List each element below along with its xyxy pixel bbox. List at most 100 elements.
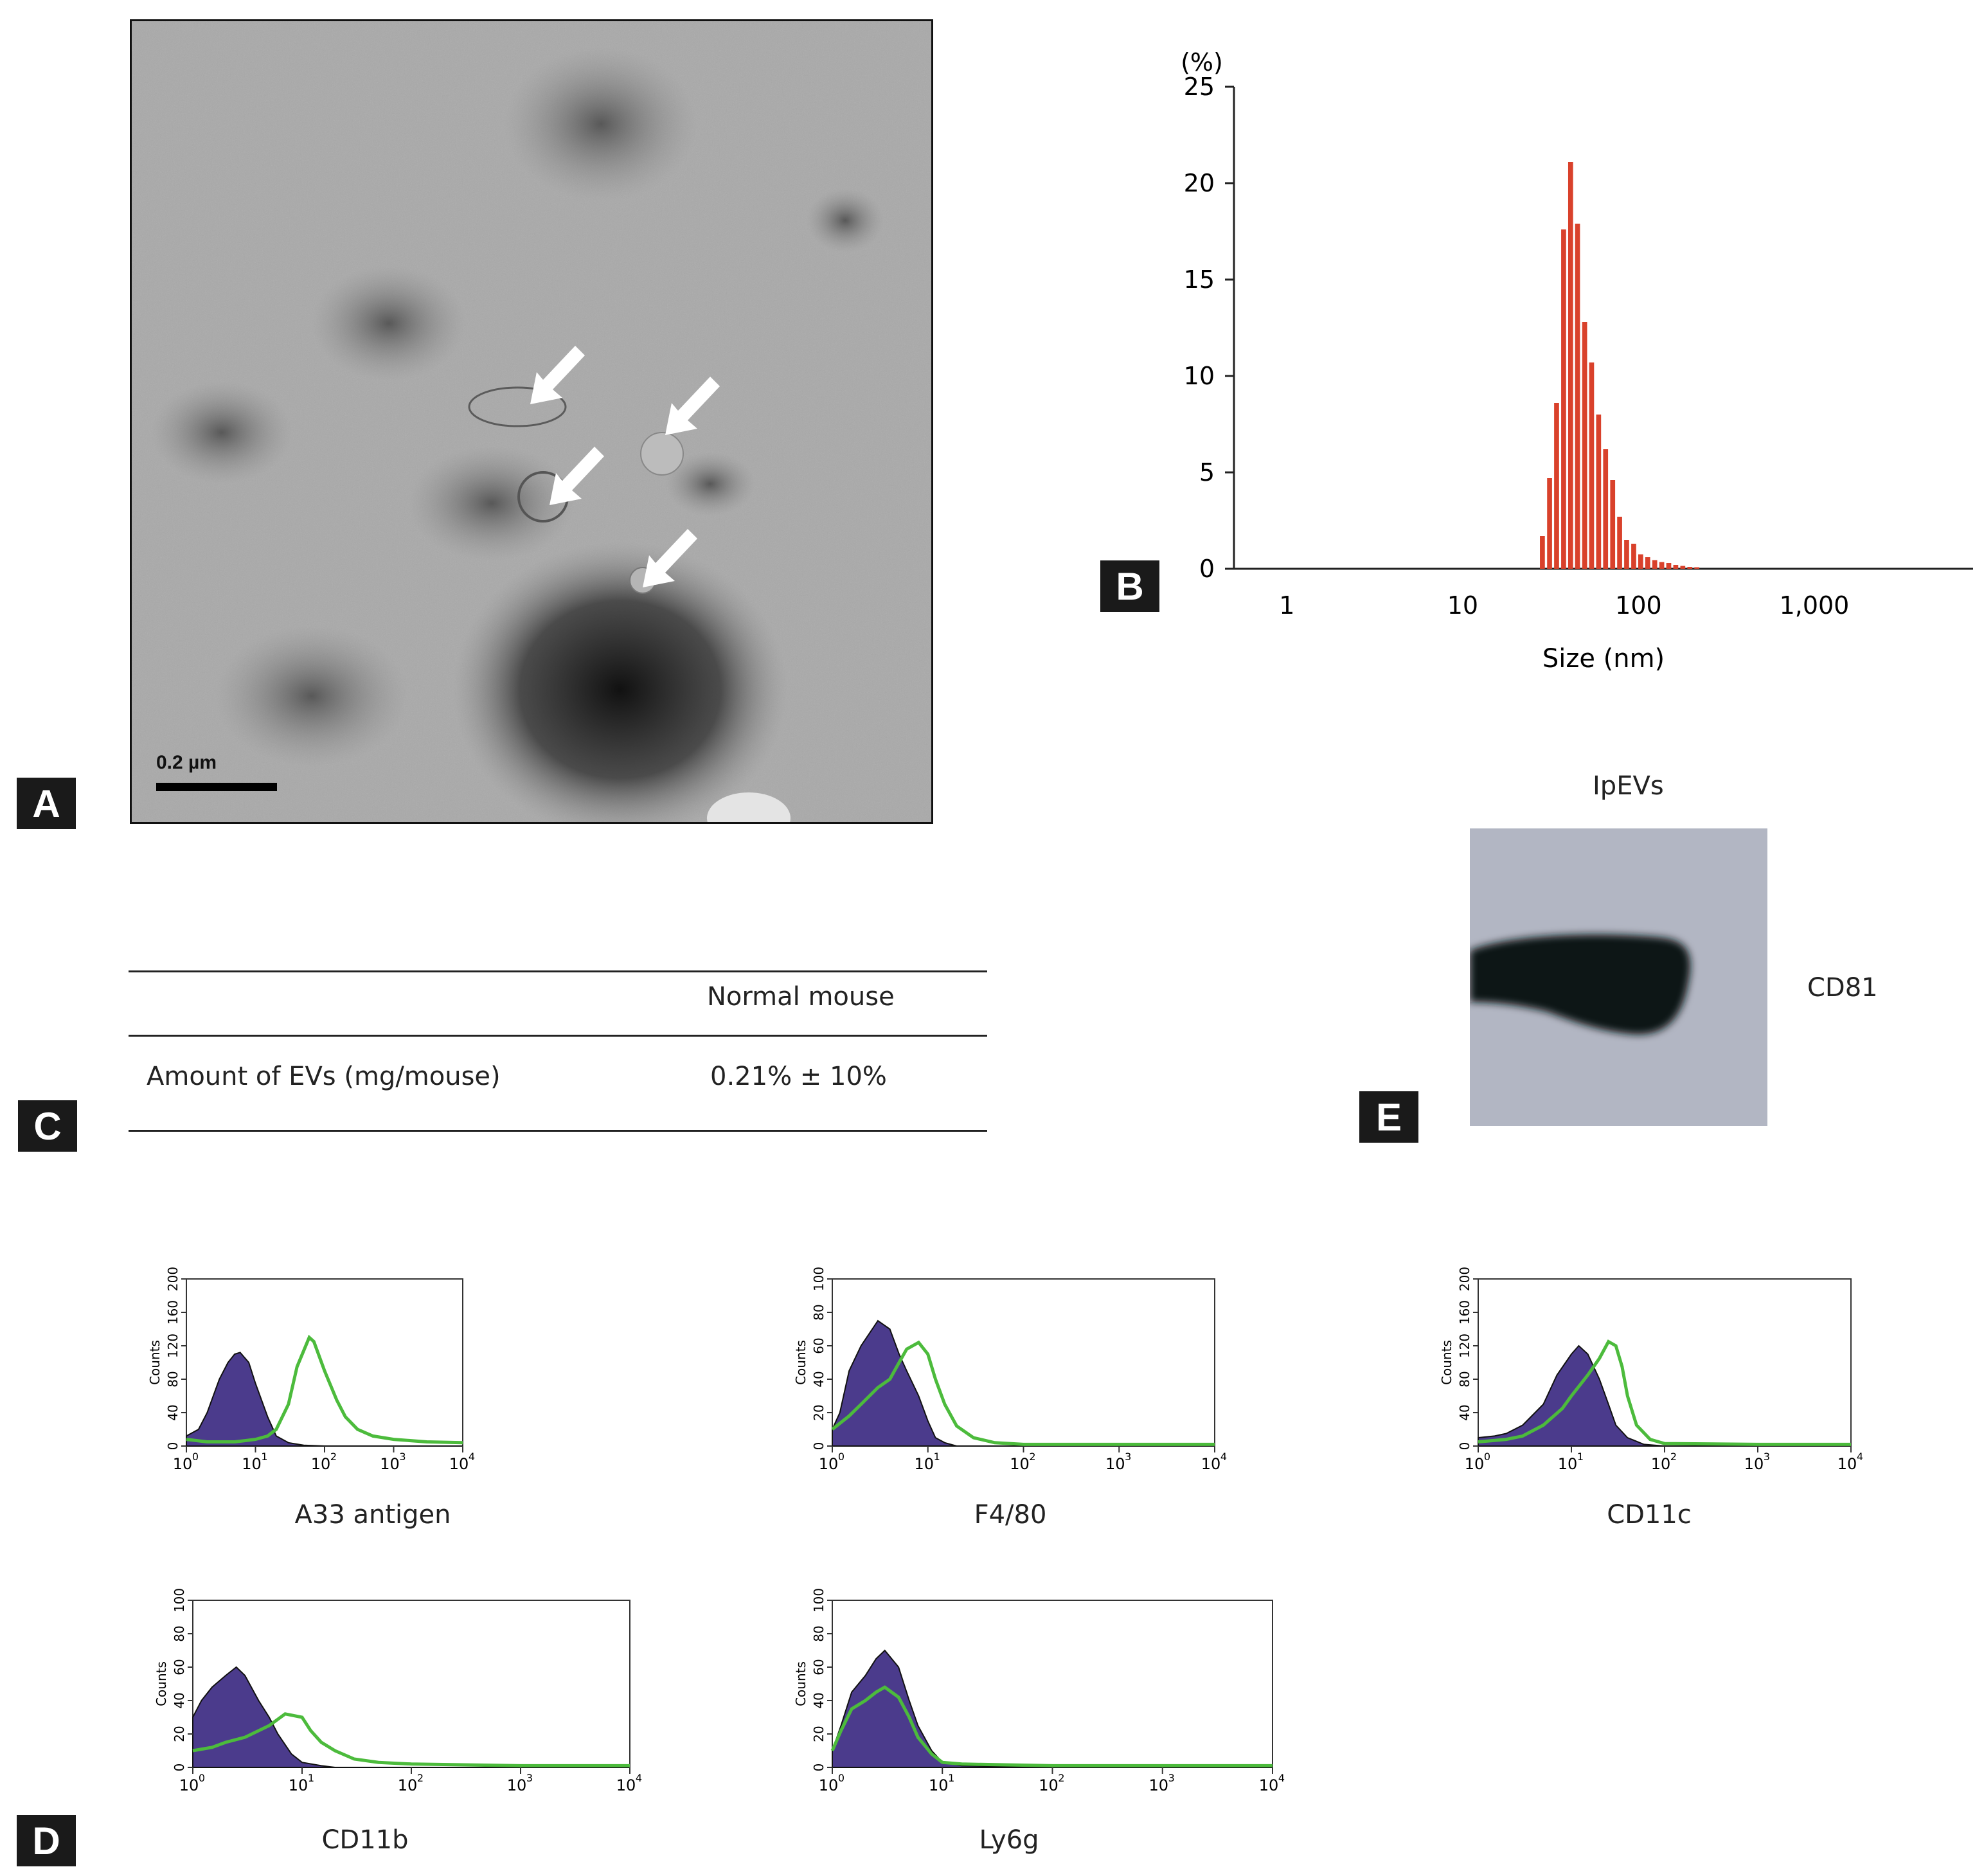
size-bar [1554, 403, 1559, 569]
x-tick-exponent: 3 [399, 1451, 406, 1463]
y-tick-label: 20 [811, 1726, 827, 1742]
panel-letter-a: A [17, 778, 76, 829]
counts-axis-label: Counts [1439, 1340, 1454, 1385]
y-tick-label: 40 [811, 1692, 827, 1708]
x-tick-label: 10 [311, 1455, 331, 1473]
y-tick-label: 60 [811, 1659, 827, 1675]
x-tick-label: 1 [1279, 591, 1294, 620]
table-row-label: Amount of EVs (mg/mouse) [147, 1062, 501, 1091]
size-bar [1645, 557, 1650, 569]
y-tick-label: 0 [1457, 1442, 1472, 1451]
y-tick-label: 60 [172, 1659, 187, 1675]
x-tick-exponent: 3 [1168, 1772, 1175, 1784]
x-tick-exponent: 0 [199, 1772, 205, 1784]
table-top-rule [129, 970, 987, 972]
x-tick-label: 10 [289, 1776, 308, 1794]
scale-bar-label: 0.2 µm [156, 752, 217, 773]
x-tick-exponent: 1 [948, 1772, 954, 1784]
isotype-histogram [832, 1319, 1215, 1447]
table-bottom-rule [129, 1130, 987, 1132]
size-bar [1547, 478, 1552, 569]
size-bar [1561, 229, 1566, 569]
counts-axis-label: Counts [793, 1661, 809, 1706]
x-tick-label: 10 [914, 1455, 934, 1473]
y-tick-label: 0 [1199, 555, 1215, 583]
y-tick-label: 200 [1457, 1267, 1472, 1291]
x-tick-label: 100 [1615, 591, 1662, 620]
size-bar [1610, 480, 1616, 569]
marker-histogram [186, 1334, 463, 1445]
x-tick-label: 10 [1447, 591, 1478, 620]
isotype-histogram [1478, 1344, 1851, 1447]
blot-title: IpEVs [1593, 771, 1664, 801]
size-bar [1575, 224, 1580, 569]
panel-letter-e: E [1359, 1091, 1418, 1143]
y-tick-label: 160 [165, 1300, 181, 1325]
size-bar [1631, 544, 1636, 569]
x-tick-label: 10 [1465, 1455, 1485, 1473]
size-distribution-chart: (%) Size (nm) 0 5 10 15 20 25 1 10 100 1,000 [1181, 48, 1973, 674]
table-column-header: Normal mouse [707, 982, 895, 1012]
counts-axis-label: Counts [793, 1340, 809, 1385]
y-tick-label: 20 [172, 1726, 187, 1742]
y-tick-label: 80 [165, 1371, 181, 1387]
y-tick-label: 120 [165, 1334, 181, 1358]
x-tick-exponent: 2 [1058, 1772, 1064, 1784]
y-tick-label: 80 [811, 1304, 827, 1320]
x-tick-exponent: 0 [1484, 1451, 1490, 1463]
flow-title-a33: A33 antigen [294, 1500, 451, 1530]
x-tick-label: 10 [819, 1455, 839, 1473]
x-tick-label: 10 [1201, 1455, 1221, 1473]
y-tick-label: 100 [811, 1588, 827, 1612]
size-bar [1666, 563, 1672, 569]
size-bar [1673, 565, 1679, 569]
size-bar [1659, 562, 1665, 569]
y-tick-label: 0 [811, 1442, 827, 1451]
blot-band-label: CD81 [1807, 973, 1878, 1003]
marker-histogram [830, 1685, 1273, 1767]
electron-micrograph [130, 19, 933, 824]
x-tick-label: 10 [1148, 1776, 1168, 1794]
size-bar [1603, 449, 1609, 569]
size-bar [1568, 162, 1573, 569]
scale-bar [156, 783, 277, 791]
x-tick-exponent: 0 [838, 1772, 845, 1784]
x-tick-exponent: 1 [308, 1772, 314, 1784]
x-tick-exponent: 0 [838, 1451, 845, 1463]
blot-band-drawing [1470, 934, 1691, 1035]
y-tick-label: 20 [1184, 169, 1215, 197]
cd81-band [1470, 934, 1691, 1035]
y-tick-label: 80 [1457, 1371, 1472, 1387]
x-tick-exponent: 2 [417, 1772, 424, 1784]
y-tick-label: 10 [1184, 362, 1215, 390]
x-tick-label: 10 [1259, 1776, 1279, 1794]
y-tick-label: 200 [165, 1267, 181, 1291]
size-bar [1617, 517, 1622, 569]
x-tick-label: 10 [1105, 1455, 1125, 1473]
y-tick-label: 160 [1457, 1300, 1472, 1325]
panel-letter-c: C [18, 1100, 77, 1152]
size-bar [1624, 540, 1629, 569]
micrograph-image [132, 21, 931, 822]
x-tick-label: 10 [449, 1455, 469, 1473]
y-tick-label: 60 [811, 1337, 827, 1353]
size-bar [1589, 362, 1595, 569]
size-bar [1540, 536, 1545, 569]
table-row-value: 0.21% ± 10% [710, 1062, 887, 1091]
isotype-histogram [192, 1666, 630, 1768]
y-tick-label: 20 [811, 1404, 827, 1420]
x-tick-label: 10 [1651, 1455, 1671, 1473]
x-tick-exponent: 2 [1029, 1451, 1035, 1463]
x-tick-label: 10 [616, 1776, 636, 1794]
x-axis-label: Size (nm) [1542, 644, 1665, 674]
counts-axis-label: Counts [147, 1340, 163, 1385]
table-header-rule [129, 1035, 987, 1037]
marker-histogram [1478, 1339, 1851, 1446]
x-tick-exponent: 2 [1670, 1451, 1677, 1463]
size-bar [1582, 322, 1587, 569]
x-tick-label: 10 [398, 1776, 418, 1794]
y-tick-label: 100 [172, 1588, 187, 1612]
x-tick-exponent: 1 [261, 1451, 267, 1463]
x-tick-exponent: 3 [526, 1772, 533, 1784]
